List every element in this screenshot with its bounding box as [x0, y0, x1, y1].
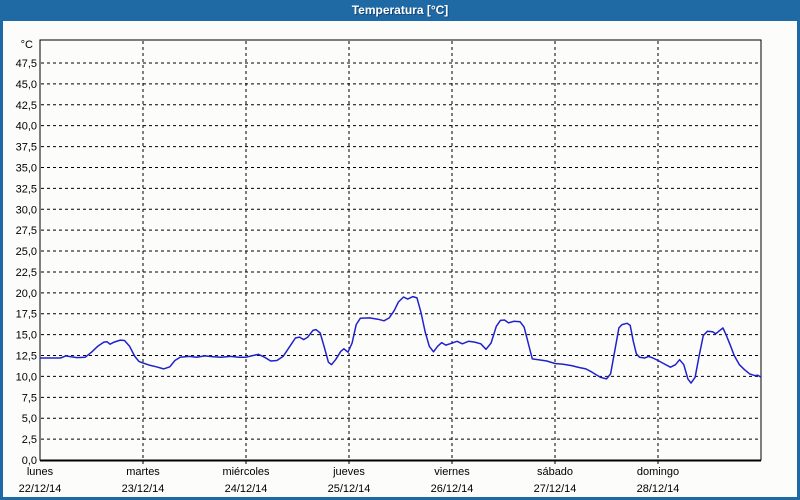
temperature-line [39, 295, 762, 384]
x-day-label: martes [126, 466, 160, 478]
window-titlebar: Temperatura [°C] [0, 0, 800, 21]
x-date-label: 27/12/14 [534, 483, 577, 495]
y-tick-label: 22,5 [16, 267, 37, 279]
y-tick-label: 12,5 [16, 351, 37, 363]
y-tick-label: 17,5 [16, 309, 37, 321]
x-day-label: miércoles [222, 466, 270, 478]
x-day-label: viernes [434, 466, 470, 478]
y-tick-label: 25,0 [16, 246, 37, 258]
chart-background [3, 21, 797, 497]
y-tick-label: 20,0 [16, 288, 37, 300]
y-tick-label: 40,0 [16, 121, 37, 133]
x-day-label: lunes [27, 466, 54, 478]
y-tick-label: 10,0 [16, 371, 37, 383]
x-date-label: 24/12/14 [225, 483, 268, 495]
plot-border [39, 39, 762, 461]
x-date-label: 23/12/14 [122, 483, 165, 495]
x-date-label: 22/12/14 [19, 483, 62, 495]
y-tick-label: 15,0 [16, 330, 37, 342]
x-day-label: domingo [637, 466, 679, 478]
x-day-label: sábado [537, 466, 573, 478]
y-tick-label: 7,5 [22, 392, 37, 404]
y-tick-label: 35,0 [16, 162, 37, 174]
y-tick-label: 2,5 [22, 434, 37, 446]
y-axis-unit-label: °C [21, 39, 33, 51]
y-tick-label: 5,0 [22, 413, 37, 425]
y-tick-label: 37,5 [16, 142, 37, 154]
y-tick-label: 27,5 [16, 225, 37, 237]
y-tick-label: 0,0 [22, 455, 37, 467]
window-title: Temperatura [°C] [351, 3, 449, 17]
y-tick-label: 45,0 [16, 79, 37, 91]
x-date-label: 26/12/14 [431, 483, 474, 495]
x-date-label: 25/12/14 [328, 483, 371, 495]
y-tick-label: 30,0 [16, 204, 37, 216]
y-tick-label: 32,5 [16, 183, 37, 195]
y-tick-label: 42,5 [16, 100, 37, 112]
y-tick-label: 47,5 [16, 58, 37, 70]
x-day-label: jueves [332, 466, 365, 478]
x-date-label: 28/12/14 [637, 483, 680, 495]
